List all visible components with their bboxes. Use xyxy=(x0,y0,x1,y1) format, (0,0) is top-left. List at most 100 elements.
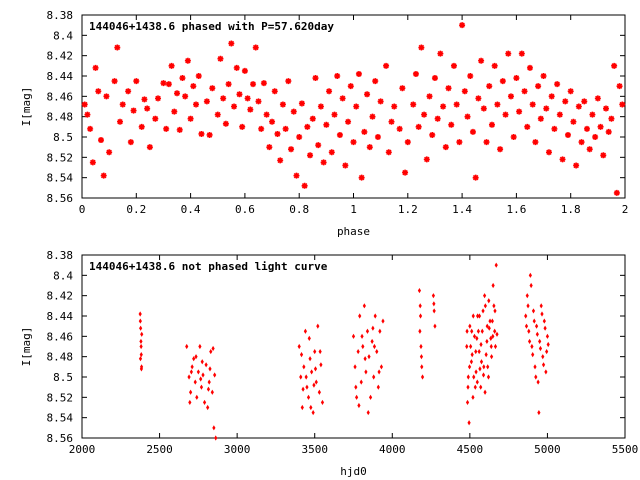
unphased-data-point xyxy=(353,364,357,370)
unphased-data-point xyxy=(531,308,536,314)
unphased-data-point xyxy=(370,338,374,345)
phased-data-point xyxy=(298,100,305,107)
phased-data-point xyxy=(168,62,175,69)
phased-data-point xyxy=(282,125,289,132)
phased-data-point xyxy=(619,101,626,108)
unphased-data-point xyxy=(209,348,213,355)
phased-data-point xyxy=(312,75,319,82)
phased-data-point xyxy=(564,131,571,138)
phased-data-point xyxy=(315,142,322,149)
unphased-data-point xyxy=(375,348,379,355)
phased-data-point xyxy=(144,105,151,112)
phased-data-point xyxy=(255,98,262,105)
unphased-data-point xyxy=(529,282,533,289)
unphased-data-point xyxy=(211,345,215,352)
unphased-data-point xyxy=(194,354,198,360)
phased-data-point xyxy=(431,75,438,82)
unphased-data-point xyxy=(362,303,366,309)
unphased-data-point xyxy=(297,343,301,350)
phased-data-point xyxy=(293,172,300,179)
unphased-data-point xyxy=(485,323,489,329)
unphased-data-point xyxy=(524,313,528,319)
phased-data-point xyxy=(160,80,167,87)
phased-data-point xyxy=(364,91,371,98)
phased-data-point xyxy=(608,115,615,122)
phased-x-axis-label: phase xyxy=(337,225,370,238)
phased-data-point xyxy=(358,174,365,181)
phased-data-point xyxy=(165,81,172,88)
unphased-data-point xyxy=(473,384,477,390)
phased-data-point xyxy=(285,78,292,85)
phased-data-point xyxy=(87,125,94,132)
unphased-chart-title: 144046+1438.6 not phased light curve xyxy=(89,260,328,273)
unphased-data-point xyxy=(198,343,202,350)
unphased-data-point xyxy=(545,333,550,339)
unphased-data-point xyxy=(479,341,483,348)
phased-data-point xyxy=(499,78,506,85)
phased-data-point xyxy=(266,144,273,151)
unphased-y-tick-label: 8.4 xyxy=(53,269,73,282)
phased-data-point xyxy=(589,111,596,118)
unphased-data-point xyxy=(466,374,470,380)
unphased-data-point xyxy=(486,374,491,380)
unphased-data-point xyxy=(419,343,423,350)
phased-data-point xyxy=(440,103,447,110)
phased-data-point xyxy=(239,123,246,130)
phased-data-point xyxy=(209,85,216,92)
unphased-y-tick-label: 8.56 xyxy=(47,432,74,445)
unphased-data-point xyxy=(481,308,485,314)
unphased-data-point xyxy=(199,384,204,390)
phased-data-point xyxy=(304,123,311,130)
unphased-data-point xyxy=(481,372,486,378)
phased-data-point xyxy=(138,123,145,130)
unphased-data-point xyxy=(355,394,359,400)
phased-x-tick-label: 0.8 xyxy=(289,203,309,216)
unphased-data-point xyxy=(478,366,482,372)
phased-data-point xyxy=(228,40,235,47)
phased-data-point xyxy=(437,50,444,57)
phased-data-point xyxy=(494,101,501,108)
unphased-data-point xyxy=(470,352,474,358)
unphased-data-point xyxy=(433,323,437,329)
phased-data-point xyxy=(323,121,330,128)
unphased-data-point xyxy=(206,386,211,392)
phased-data-point xyxy=(117,118,124,125)
unphased-data-point xyxy=(541,362,546,368)
unphased-data-point xyxy=(475,335,479,341)
unphased-data-point xyxy=(467,364,472,370)
unphased-data-point xyxy=(185,343,189,350)
unphased-data-point xyxy=(316,323,320,329)
phased-data-point xyxy=(195,73,202,79)
unphased-data-point xyxy=(417,287,422,294)
phased-data-point xyxy=(586,146,593,153)
phased-data-point xyxy=(288,146,295,153)
phased-data-point xyxy=(478,57,485,64)
unphased-data-point xyxy=(139,352,143,358)
phased-x-tick-label: 0 xyxy=(79,203,86,216)
phased-y-axis-label: I[mag] xyxy=(20,87,33,127)
phased-y-tick-label: 8.52 xyxy=(47,151,74,164)
phased-data-point xyxy=(198,130,205,137)
unphased-data-point xyxy=(196,369,200,375)
phased-data-point xyxy=(331,111,338,118)
phased-data-point xyxy=(320,159,327,166)
unphased-data-point xyxy=(319,362,323,368)
unphased-data-point xyxy=(418,303,422,309)
unphased-data-point xyxy=(299,374,303,380)
phased-data-point xyxy=(605,128,612,135)
unphased-data-point xyxy=(358,313,362,319)
phased-data-point xyxy=(225,81,232,88)
unphased-y-axis-label: I[mag] xyxy=(20,327,33,367)
phased-data-point xyxy=(258,125,265,132)
phased-data-point xyxy=(396,125,403,132)
unphased-x-tick-label: 5000 xyxy=(534,443,561,456)
phased-data-point xyxy=(182,93,189,100)
unphased-data-point xyxy=(487,325,491,331)
phased-x-tick-label: 1 xyxy=(350,203,357,216)
phased-data-point xyxy=(252,44,259,51)
phased-data-point xyxy=(217,55,224,62)
unphased-data-point xyxy=(356,348,360,355)
unphased-data-point xyxy=(318,348,322,355)
phased-data-point xyxy=(155,95,162,102)
phased-data-point xyxy=(84,111,91,118)
